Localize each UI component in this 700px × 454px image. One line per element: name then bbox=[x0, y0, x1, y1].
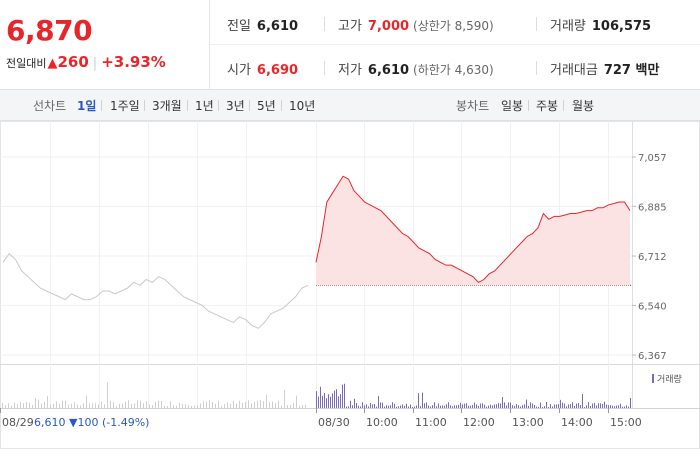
tab-weekly[interactable]: 주봉 bbox=[536, 99, 559, 113]
tab-3m[interactable]: 3개월 bbox=[152, 99, 182, 113]
divider bbox=[187, 100, 188, 111]
stat-low: 저가 6,610 (하한가 4,630) bbox=[338, 59, 494, 78]
tab-3y[interactable]: 3년 bbox=[226, 99, 245, 113]
prev-day-line bbox=[2, 252, 309, 329]
stat-high: 고가 7,000 (상한가 8,590) bbox=[338, 15, 494, 34]
chart-tabs: 선차트 1일 1주일 3개월 1년 3년 5년 10년 봉차트 일봉 주봉 월봉 bbox=[0, 90, 700, 121]
x-tick-label: 08/30 bbox=[318, 416, 350, 429]
stat-label: 저가 bbox=[338, 63, 362, 78]
stat-value: 7,000 bbox=[367, 19, 410, 34]
stat-value: 6,610 bbox=[367, 63, 410, 78]
stat-value: 6,610 bbox=[256, 19, 299, 34]
y-tick-label: 6,712 bbox=[638, 252, 667, 263]
divider bbox=[101, 100, 102, 111]
upper-limit: (상한가 8,590) bbox=[413, 19, 494, 33]
change-label: 전일대비 bbox=[6, 57, 47, 70]
tab-5y[interactable]: 5년 bbox=[257, 99, 276, 113]
divider bbox=[528, 100, 529, 111]
price-box: 6,870 전일대비▲260 | +3.93% bbox=[0, 0, 210, 89]
divider: | bbox=[92, 56, 98, 71]
divider bbox=[324, 61, 325, 75]
divider bbox=[324, 17, 325, 31]
lower-limit: (하한가 4,630) bbox=[413, 63, 494, 77]
stat-open: 시가 6,690 bbox=[227, 59, 298, 78]
divider bbox=[144, 100, 145, 111]
candle-chart-label: 봉차트 bbox=[456, 99, 490, 113]
stat-label: 전일 bbox=[227, 19, 251, 34]
change-row: 전일대비▲260 | +3.93% bbox=[6, 53, 166, 71]
divider bbox=[281, 100, 282, 111]
current-price: 6,870 bbox=[6, 14, 93, 47]
tab-1d[interactable]: 1일 bbox=[77, 99, 97, 113]
tab-10y[interactable]: 10년 bbox=[289, 99, 316, 113]
y-tick-label: 6,367 bbox=[638, 351, 667, 362]
x-tick-label: 10:00 bbox=[366, 416, 398, 429]
x-tick-label: 12:00 bbox=[463, 416, 495, 429]
stat-value: 6,690 bbox=[256, 63, 299, 78]
stat-amount: 거래대금 727 백만 bbox=[550, 59, 659, 78]
prev-day-info: 6,610 ▼100 (-1.49%) bbox=[34, 416, 149, 429]
line-chart-label: 선차트 bbox=[33, 99, 67, 113]
x-tick-label: 13:00 bbox=[512, 416, 544, 429]
stock-summary: 6,870 전일대비▲260 | +3.93% 전일 6,610 고가 7,000 (상한… bbox=[0, 0, 700, 90]
price-area bbox=[316, 176, 630, 286]
stat-value: 106,575 bbox=[591, 19, 652, 34]
stat-value: 727 백만 bbox=[603, 63, 660, 78]
divider bbox=[218, 100, 219, 111]
x-tick-label: 14:00 bbox=[561, 416, 593, 429]
y-tick-label: 6,540 bbox=[638, 301, 667, 312]
tab-1y[interactable]: 1년 bbox=[195, 99, 214, 113]
down-arrow-icon: ▼ bbox=[69, 416, 78, 429]
tab-monthly[interactable]: 월봉 bbox=[572, 99, 595, 113]
price-line bbox=[315, 175, 631, 284]
stat-label: 시가 bbox=[227, 63, 251, 78]
prev-day-close: 6,610 bbox=[34, 416, 69, 429]
divider bbox=[210, 44, 700, 45]
change-percent: +3.93% bbox=[101, 53, 166, 71]
y-tick-label: 6,885 bbox=[638, 202, 667, 213]
stat-label: 거래량 bbox=[550, 19, 586, 34]
change-amount: 260 bbox=[57, 53, 89, 71]
x-tick-label: 15:00 bbox=[610, 416, 642, 429]
stat-volume: 거래량 106,575 bbox=[550, 15, 651, 34]
volume-legend-swatch bbox=[652, 374, 654, 383]
prev-day-percent: (-1.49%) bbox=[102, 416, 150, 429]
divider bbox=[536, 17, 537, 31]
divider bbox=[563, 100, 564, 111]
tab-1w[interactable]: 1주일 bbox=[110, 99, 140, 113]
up-arrow-icon: ▲ bbox=[47, 56, 58, 71]
stat-label: 거래대금 bbox=[550, 63, 598, 78]
divider bbox=[536, 61, 537, 75]
price-chart: 7,057 6,885 6,712 6,540 6,367 거래량 08/29 08/30 10… bbox=[0, 121, 700, 450]
stat-label: 고가 bbox=[338, 19, 362, 34]
stat-prev-close: 전일 6,610 bbox=[227, 15, 298, 34]
prev-day-change: 100 bbox=[77, 416, 102, 429]
x-tick-label: 11:00 bbox=[415, 416, 447, 429]
x-tick-label: 08/29 bbox=[2, 416, 34, 429]
stats-panel: 전일 6,610 고가 7,000 (상한가 8,590) 거래량 106,575 시가… bbox=[210, 0, 700, 89]
y-tick-label: 7,057 bbox=[638, 153, 667, 164]
chart-canvas: 7,057 6,885 6,712 6,540 6,367 거래량 08/29 08/30 10… bbox=[0, 121, 700, 449]
divider bbox=[249, 100, 250, 111]
tab-daily[interactable]: 일봉 bbox=[501, 99, 524, 113]
volume-legend-label: 거래량 bbox=[657, 373, 682, 385]
